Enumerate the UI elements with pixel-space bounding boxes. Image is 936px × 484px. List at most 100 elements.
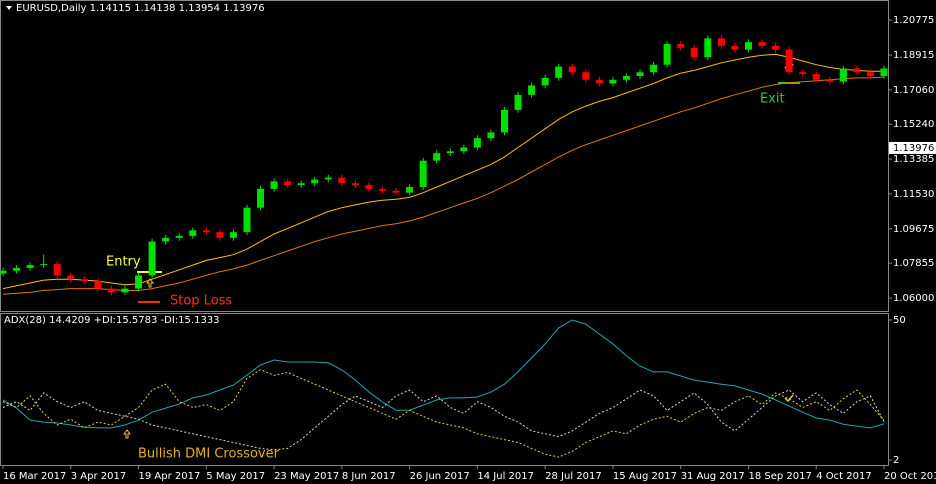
candle-body: [324, 177, 332, 180]
x-tick-label: 4 Oct 2017: [816, 471, 871, 482]
candle-body: [555, 66, 563, 78]
candle-body: [216, 232, 224, 238]
candle-body: [40, 264, 48, 266]
candle-body: [433, 153, 441, 161]
candle-body: [419, 160, 427, 188]
candle-body: [80, 279, 88, 282]
entry-arrow: [146, 278, 154, 288]
x-tick-label: 31 Aug 2017: [681, 471, 745, 482]
x-tick-label: 14 Jul 2017: [477, 471, 534, 482]
x-tick-label: 16 Mar 2017: [3, 471, 66, 482]
price-panel-frame: [0, 0, 889, 312]
candle-body: [379, 188, 387, 191]
x-tick-label: 3 Apr 2017: [71, 471, 126, 482]
crossover-check: [784, 394, 794, 403]
candle-body: [243, 207, 251, 233]
symbol-menu-arrow[interactable]: [6, 6, 12, 10]
candle-body: [663, 44, 671, 65]
candle-body: [202, 230, 210, 233]
candle-body: [541, 77, 549, 86]
x-tick-label: 5 May 2017: [206, 471, 265, 482]
moving-average: [2, 53, 884, 290]
indicator-panel-frame: [0, 313, 889, 466]
y-tick-label: 1.17060: [893, 85, 934, 96]
y-tick-label: 1.11530: [893, 189, 934, 200]
y-tick-label: 1.20775: [893, 15, 934, 26]
candle-body: [609, 79, 617, 84]
last-price-label: 1.13976: [893, 143, 934, 154]
candle-body: [880, 68, 888, 77]
y-tick-label: 50: [893, 315, 906, 326]
candle-body: [677, 44, 685, 48]
candle-body: [446, 151, 454, 154]
candle-body: [351, 183, 359, 186]
candle-body: [148, 241, 156, 276]
plot-layer: 1.20775 1.18915 1.17060 1.15240 1.13385 1.115…: [0, 15, 936, 482]
candle-body: [812, 74, 820, 80]
chart-title: EURUSD,Daily 1.14115 1.14138 1.13954 1.1…: [16, 3, 265, 14]
candle-body: [595, 79, 603, 84]
candle-body: [94, 281, 102, 289]
candle-body: [53, 264, 61, 276]
candle-body: [704, 38, 712, 58]
candle-body: [26, 265, 34, 268]
moving-average: [2, 76, 885, 295]
candle-body: [13, 267, 21, 271]
candle-body: [853, 68, 861, 73]
candle-body: [650, 64, 658, 73]
candle-body: [0, 270, 7, 274]
candle-body: [338, 177, 346, 184]
y-tick-label: 1.18915: [893, 50, 934, 61]
candle-body: [311, 179, 319, 184]
candle-body: [229, 232, 237, 238]
candle-body: [297, 183, 305, 186]
x-tick-label: 26 Jun 2017: [410, 471, 470, 482]
candle-body: [270, 181, 278, 189]
x-tick-label: 19 Apr 2017: [139, 471, 201, 482]
candle-body: [636, 72, 644, 77]
y-tick-label: 1.07855: [893, 258, 934, 269]
indicator-line: [2, 389, 885, 451]
candle-body: [744, 42, 752, 50]
x-tick-label: 28 Jul 2017: [545, 471, 602, 482]
crossover-arrow: [123, 429, 131, 439]
candle-body: [731, 45, 739, 50]
candle-body: [406, 187, 414, 193]
y-tick-label: 1.06000: [893, 293, 934, 304]
y-tick-label: 1.15240: [893, 119, 934, 130]
indicator-title: ADX(28) 14.4209 +DI:15.5783 -DI:15.1333: [4, 315, 220, 326]
candle-body: [799, 72, 807, 75]
candle-body: [690, 47, 698, 58]
last-price-box: [889, 141, 936, 154]
candle-body: [866, 72, 874, 77]
candle-body: [284, 181, 292, 186]
indicator-line: [2, 319, 885, 429]
candle-body: [135, 275, 143, 289]
candle-body: [772, 45, 780, 50]
candle-body: [67, 275, 75, 280]
candle-body: [622, 76, 630, 80]
candle-body: [500, 109, 508, 133]
candle-body: [826, 79, 834, 82]
candle-body: [460, 147, 468, 152]
candle-body: [487, 132, 495, 139]
candle-body: [582, 72, 590, 80]
candle-body: [162, 237, 170, 242]
candle-body: [717, 38, 725, 46]
candle-body: [257, 188, 265, 208]
entry-label: Entry: [106, 255, 141, 270]
candle-body: [514, 94, 522, 110]
candle-body: [839, 68, 847, 82]
candle-body: [473, 138, 481, 148]
candle-body: [189, 230, 197, 236]
y-tick-label: 1.09675: [893, 224, 934, 235]
y-tick-label: 2: [893, 455, 899, 466]
x-tick-label: 8 Jun 2017: [342, 471, 396, 482]
crossover-label: Bullish DMI Crossover: [138, 447, 280, 462]
stop-loss-label: Stop Loss: [170, 294, 232, 309]
indicator-line: [2, 369, 885, 458]
exit-label: Exit: [760, 92, 785, 107]
candle-body: [121, 288, 129, 293]
candle-body: [785, 49, 793, 73]
